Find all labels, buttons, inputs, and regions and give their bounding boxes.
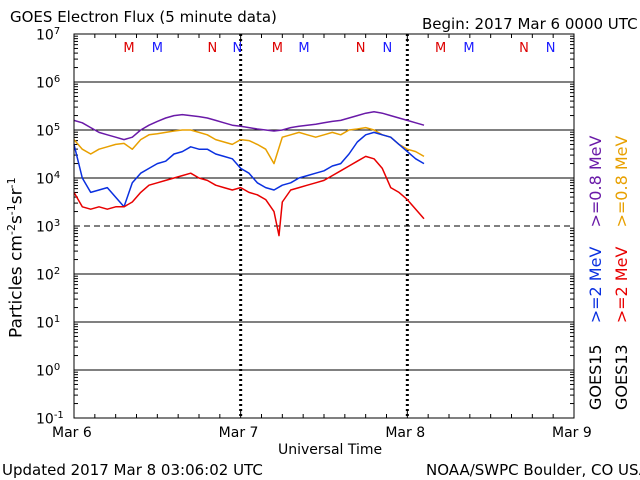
credit-label: NOAA/SWPC Boulder, CO USA [426, 461, 640, 479]
y-tick-label: 103 [36, 219, 60, 235]
updated-label: Updated 2017 Mar 8 03:06:02 UTC [2, 461, 263, 479]
x-axis-label: Universal Time [278, 442, 383, 458]
marker-m: M [123, 41, 134, 56]
y-tick-base: 10 [36, 75, 54, 92]
y-tick-base: 10 [36, 411, 54, 428]
y-tick-label: 105 [36, 123, 60, 139]
y-tick-label: 107 [36, 27, 60, 43]
y-tick-label: 104 [36, 171, 60, 187]
x-tick-label: Mar 8 [385, 425, 426, 441]
data-series [73, 111, 425, 237]
y-tick-base: 10 [36, 171, 54, 188]
legend-goes13-08mev-unit: MeV [612, 135, 631, 171]
series-line-goes15-0-8-mev [73, 111, 425, 141]
y-axis-label-mid-1: s [6, 215, 27, 225]
plot-frame [73, 33, 575, 419]
legend-goes15-08mev: >=0.8 [586, 175, 605, 228]
y-axis-label-exp-1: -2 [5, 224, 18, 236]
chart-title: GOES Electron Flux (5 minute data) [10, 8, 277, 26]
legend-sat-goes15: GOES15 [586, 344, 605, 410]
y-tick-exponent: 0 [53, 362, 61, 373]
y-tick-exponent: 4 [53, 170, 61, 181]
marker-n: N [519, 41, 529, 56]
y-tick-exponent: 3 [53, 218, 61, 229]
x-tick-label: Mar 6 [52, 425, 92, 441]
marker-n: N [232, 41, 242, 56]
marker-m: M [463, 41, 474, 56]
y-axis-label: Particles cm-2s-1sr-1 [5, 177, 27, 338]
legend-sat-goes13: GOES13 [612, 344, 631, 410]
y-axis-label-exp-2: -1 [5, 204, 18, 216]
y-tick-base: 10 [36, 315, 54, 332]
y-tick-exponent: 6 [53, 74, 61, 85]
series-line-goes15-2-mev [73, 131, 425, 208]
y-tick-label: 106 [36, 75, 60, 91]
y-tick-exponent: -1 [53, 410, 64, 421]
y-tick-base: 10 [36, 363, 54, 380]
y-tick-base: 10 [36, 27, 54, 44]
begin-label: Begin: 2017 Mar 6 0000 UTC [422, 15, 638, 33]
marker-n: N [382, 41, 392, 56]
y-tick-label: 100 [36, 363, 60, 379]
legend-goes15-2mev-unit: MeV [586, 246, 605, 282]
legend-goes13-08mev: >=0.8 [612, 175, 631, 228]
x-tick-label: Mar 7 [218, 425, 259, 441]
marker-n: N [356, 41, 366, 56]
grid-lines [74, 81, 574, 371]
marker-m: M [298, 41, 309, 56]
y-tick-exponent: 5 [53, 122, 61, 133]
y-tick-exponent: 2 [53, 266, 61, 277]
y-tick-label: 101 [36, 315, 60, 331]
legend-goes13-2mev: >=2 [612, 286, 631, 324]
marker-m: M [152, 41, 163, 56]
y-tick-base: 10 [36, 123, 54, 140]
series-line-goes13-0-8-mev [73, 126, 425, 165]
legend-goes15-2mev: >=2 [586, 286, 605, 324]
y-tick-label: 102 [36, 267, 60, 283]
legend-row-goes15: GOES15 >=2 MeV >=0.8 MeV [586, 135, 605, 410]
y-tick-exponent: 1 [53, 314, 61, 325]
series-line-goes13-2-mev [73, 155, 425, 237]
x-tick-label: Mar 9 [552, 425, 592, 441]
marker-m: M [272, 41, 283, 56]
legend-goes13-2mev-unit: MeV [612, 246, 631, 282]
legend-row-goes13: GOES13 >=2 MeV >=0.8 MeV [612, 135, 631, 410]
legend-goes15-08mev-unit: MeV [586, 135, 605, 171]
y-tick-label: 10-1 [36, 411, 64, 427]
y-tick-exponent: 7 [53, 26, 61, 37]
y-axis-label-mid-2: sr [6, 188, 27, 205]
marker-n: N [207, 41, 217, 56]
y-axis-label-exp-3: -1 [5, 177, 18, 189]
y-tick-base: 10 [36, 219, 54, 236]
y-tick-base: 10 [36, 267, 54, 284]
marker-m: M [435, 41, 446, 56]
y-axis-label-main: Particles cm [6, 235, 27, 338]
marker-n: N [546, 41, 556, 56]
